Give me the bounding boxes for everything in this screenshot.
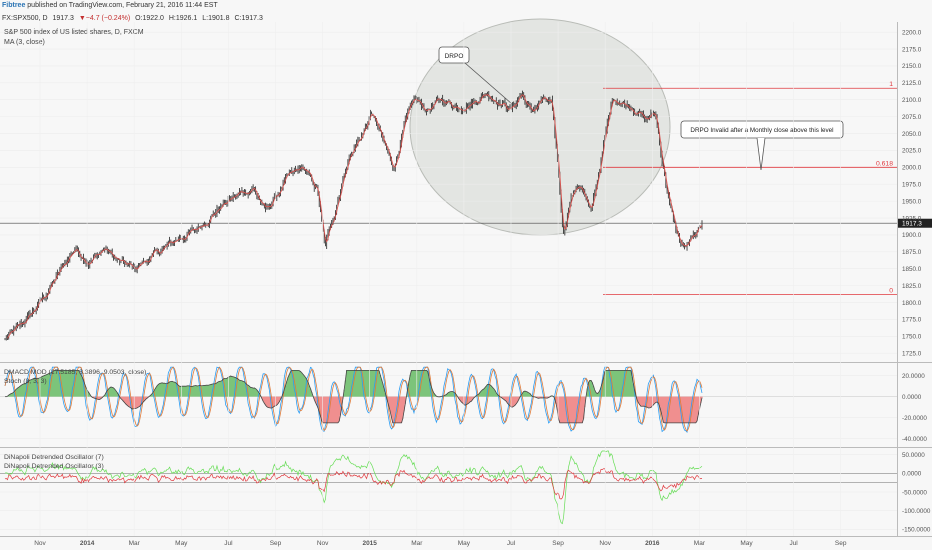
- quote-last: 1917.3: [52, 15, 74, 22]
- dpo7-line: [4, 450, 703, 525]
- main-y-tick-label: 2125.0: [902, 80, 922, 87]
- main-y-tick-label: 1825.0: [902, 283, 922, 290]
- time-tick-label: Mar: [129, 540, 141, 547]
- fib-level-label: 0: [889, 287, 893, 294]
- main-y-tick-label: 1800.0: [902, 300, 922, 307]
- osc1-y-tick-label: -20.0000: [902, 415, 927, 422]
- osc2-y-tick-label: 50.0000: [902, 452, 925, 459]
- dpo3-line: [4, 468, 703, 500]
- invalid-note-label: DRPO Invalid after a Monthly close above…: [690, 127, 833, 134]
- time-tick-label: Nov: [34, 540, 46, 547]
- main-y-tick-label: 1900.0: [902, 232, 922, 239]
- osc1-y-tick-label: 0.0000: [902, 394, 922, 401]
- osc1-y-tick-label: -40.0000: [902, 436, 927, 443]
- stoch-slow-line: [4, 366, 703, 432]
- main-y-tick-label: 2050.0: [902, 131, 922, 138]
- main-y-tick-label: 1750.0: [902, 334, 922, 341]
- main-y-tick-label: 1850.0: [902, 266, 922, 273]
- stoch-legend: Stoch (8, 3, 3): [4, 378, 47, 385]
- time-tick-label: 2016: [645, 540, 660, 547]
- main-y-tick-label: 1725.0: [902, 351, 922, 358]
- time-tick-label: May: [175, 540, 188, 547]
- dmacd-line: [4, 369, 703, 424]
- main-y-tick-label: 2150.0: [902, 63, 922, 70]
- main-y-tick-label: 1875.0: [902, 249, 922, 256]
- quote-high: H:1926.1: [169, 15, 198, 22]
- dpo3-legend: DiNapoli Detrended Oscillator (3): [4, 463, 104, 470]
- main-y-tick-label: 1775.0: [902, 317, 922, 324]
- quote-open: O:1922.0: [135, 15, 164, 22]
- time-tick-label: Sep: [835, 540, 847, 547]
- fib-level-label: 1: [889, 81, 893, 88]
- time-tick-label: Sep: [270, 540, 282, 547]
- time-tick-label: Sep: [552, 540, 564, 547]
- drpo-label: DRPO: [445, 53, 464, 60]
- osc2-y-tick-label: -100.0000: [902, 508, 931, 515]
- dpo7-legend: DiNapoli Detrended Oscillator (7): [4, 454, 104, 461]
- quote-low: L:1901.8: [202, 15, 229, 22]
- publish-info: published on TradingView.com, February 2…: [25, 2, 218, 9]
- ma-legend: MA (3, close): [4, 39, 45, 46]
- invalid-callout[interactable]: DRPO Invalid after a Monthly close above…: [680, 120, 844, 171]
- author-name[interactable]: Fibtree: [2, 2, 26, 9]
- quote-close: C:1917.3: [234, 15, 263, 22]
- fib-level-label: 0.618: [876, 160, 893, 167]
- time-tick-label: Jul: [224, 540, 233, 547]
- drpo-callout[interactable]: DRPO: [438, 46, 513, 105]
- dmacd-hist-negative: [5, 396, 703, 423]
- time-tick-label: 2015: [362, 540, 377, 547]
- time-tick-label: May: [458, 540, 471, 547]
- quote-symbol: FX:SPX500, D: [2, 15, 48, 22]
- main-pane-title: S&P 500 index of US listed shares, D, FX…: [4, 29, 144, 36]
- time-tick-label: 2014: [80, 540, 95, 547]
- main-y-tick-label: 2025.0: [902, 148, 922, 155]
- time-tick-label: May: [740, 540, 753, 547]
- last-price-label: 1917.3: [902, 221, 922, 228]
- osc2-y-tick-label: -150.0000: [902, 527, 931, 534]
- time-tick-label: Nov: [599, 540, 611, 547]
- main-y-tick-label: 1925.0: [902, 215, 922, 222]
- main-y-tick-label: 2075.0: [902, 114, 922, 121]
- main-y-tick-label: 2100.0: [902, 97, 922, 104]
- svg-text:FX:SPX500, D 1917.3: FX:SPX500, D 1917.3 ▼−4.7 (−0.24%) O:192…: [2, 15, 263, 22]
- time-tick-label: Nov: [317, 540, 329, 547]
- main-y-tick-label: 1975.0: [902, 182, 922, 189]
- main-y-tick-label: 2000.0: [902, 165, 922, 172]
- main-y-tick-label: 2175.0: [902, 46, 922, 53]
- osc2-y-tick-label: -50.0000: [902, 489, 927, 496]
- osc1-y-tick-label: 20.0000: [902, 373, 925, 380]
- main-y-tick-label: 1950.0: [902, 198, 922, 205]
- dmacd-legend: DMACD MOD (17.5185, 8.3896, 9.0503, clos…: [4, 369, 146, 376]
- time-tick-label: Mar: [411, 540, 423, 547]
- main-y-tick-label: 2200.0: [902, 29, 922, 36]
- time-tick-label: Jul: [507, 540, 516, 547]
- osc2-y-tick-label: 0.0000: [902, 471, 922, 478]
- time-tick-label: Jul: [789, 540, 798, 547]
- quote-change: ▼−4.7 (−0.24%): [79, 15, 130, 22]
- publish-header: Fibtree published on TradingView.com, Fe…: [2, 2, 218, 9]
- time-tick-label: Mar: [694, 540, 706, 547]
- last-price-tag: [898, 218, 932, 228]
- ma-line: [7, 93, 703, 339]
